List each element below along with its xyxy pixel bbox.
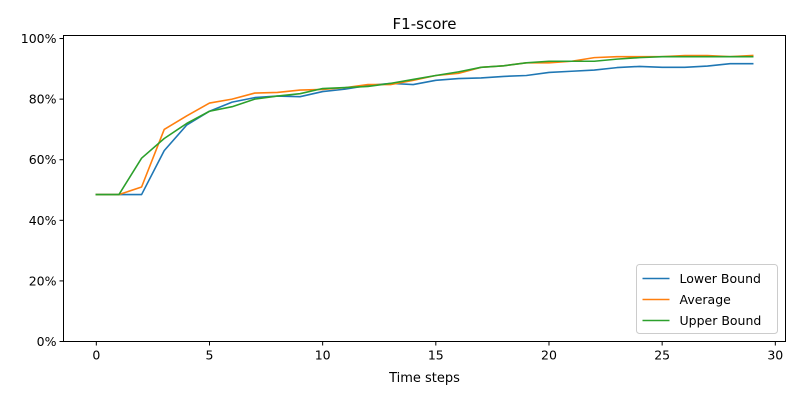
plot-area <box>95 54 754 196</box>
x-tick-label: 15 <box>428 348 444 363</box>
y-tick-label: 40% <box>29 213 57 228</box>
legend: Lower Bound Average Upper Bound <box>636 264 778 334</box>
y-axis: 0% 20% 40% 60% 80% 100% <box>21 31 64 349</box>
y-tick-label: 60% <box>29 152 57 167</box>
y-tick-label: 0% <box>37 334 57 349</box>
legend-label: Upper Bound <box>680 313 762 328</box>
series-line-upper-bound <box>95 55 754 196</box>
x-axis: 0 5 10 15 20 25 30 <box>92 341 783 363</box>
x-tick-label: 20 <box>541 348 557 363</box>
legend-box <box>636 264 778 334</box>
legend-label: Average <box>680 292 732 307</box>
x-tick-label: 30 <box>767 348 783 363</box>
x-tick-label: 5 <box>206 348 214 363</box>
x-tick-label: 0 <box>92 348 100 363</box>
x-tick-label: 25 <box>654 348 670 363</box>
y-tick-label: 100% <box>21 31 57 46</box>
chart-title: F1-score <box>393 15 457 33</box>
plot-frame <box>63 35 786 342</box>
y-tick-label: 80% <box>29 92 57 107</box>
series-line-lower-bound <box>95 62 754 196</box>
x-tick-label: 10 <box>315 348 331 363</box>
legend-label: Lower Bound <box>680 271 761 286</box>
x-axis-title: Time steps <box>388 371 460 386</box>
y-tick-label: 20% <box>29 273 57 288</box>
series-line-average <box>95 54 754 196</box>
